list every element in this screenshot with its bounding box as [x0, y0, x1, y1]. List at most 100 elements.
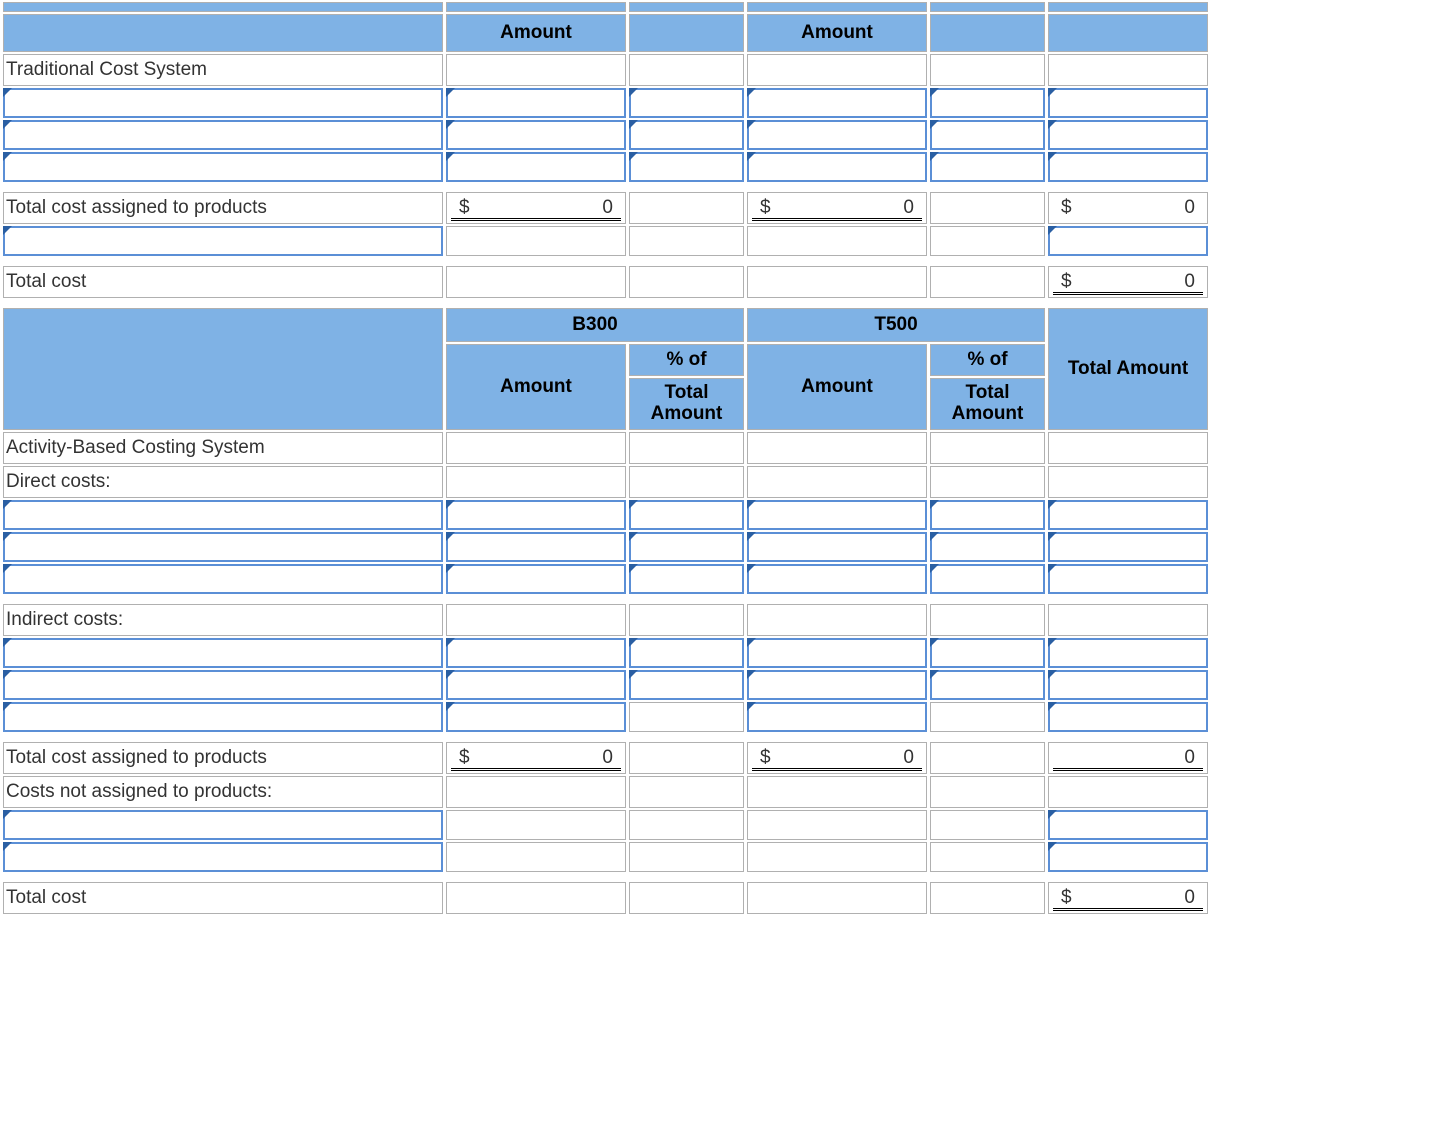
cell-empty: [446, 54, 626, 86]
input-amount-t[interactable]: [747, 670, 927, 700]
input-label[interactable]: [3, 638, 443, 668]
input-label[interactable]: [3, 152, 443, 182]
cell-empty: [930, 226, 1045, 256]
currency-symbol: $: [1061, 271, 1072, 293]
input-pct-t[interactable]: [930, 564, 1045, 594]
cell-total-assigned-total: 0: [1048, 742, 1208, 774]
input-amount-t[interactable]: [747, 152, 927, 182]
header-pctof-t: % of: [930, 344, 1045, 376]
input-amount-b[interactable]: [446, 702, 626, 732]
input-total[interactable]: [1048, 564, 1208, 594]
input-pct-t[interactable]: [930, 88, 1045, 118]
input-label[interactable]: [3, 532, 443, 562]
input-label[interactable]: [3, 88, 443, 118]
input-pct-t[interactable]: [930, 532, 1045, 562]
row-trad-total-cost: Total cost $0: [3, 266, 1208, 298]
input-label[interactable]: [3, 564, 443, 594]
label-total-assigned: Total cost assigned to products: [3, 192, 443, 224]
row-indirect-input-1: [3, 638, 1208, 668]
cell-empty: [747, 266, 927, 298]
input-label[interactable]: [3, 500, 443, 530]
row-trad-spacer-input: [3, 226, 1208, 256]
input-pct-t[interactable]: [930, 670, 1045, 700]
row-not-assigned-label: Costs not assigned to products:: [3, 776, 1208, 808]
input-label[interactable]: [3, 702, 443, 732]
input-pct-t[interactable]: [930, 152, 1045, 182]
input-total[interactable]: [1048, 702, 1208, 732]
header-blank: [3, 308, 443, 430]
header-blank: [446, 2, 626, 12]
cell-empty: [930, 54, 1045, 86]
input-label[interactable]: [3, 842, 443, 872]
cell-empty: [446, 226, 626, 256]
input-pct-b[interactable]: [629, 152, 744, 182]
input-total[interactable]: [1048, 88, 1208, 118]
input-amount-b[interactable]: [446, 670, 626, 700]
input-pct-t[interactable]: [930, 500, 1045, 530]
cell-total-assigned-b: $0: [446, 192, 626, 224]
input-amount-t[interactable]: [747, 500, 927, 530]
input-pct-t[interactable]: [930, 638, 1045, 668]
cell-empty: [629, 842, 744, 872]
input-label[interactable]: [3, 670, 443, 700]
input-amount-t[interactable]: [747, 120, 927, 150]
input-amount-t[interactable]: [747, 638, 927, 668]
input-total[interactable]: [1048, 152, 1208, 182]
input-pct-t[interactable]: [930, 120, 1045, 150]
label-not-assigned: Costs not assigned to products:: [3, 776, 443, 808]
value: 0: [1184, 887, 1195, 909]
header-total-blank: [1048, 14, 1208, 52]
cell-empty: [930, 192, 1045, 224]
label-total-cost: Total cost: [3, 266, 443, 298]
input-amount-b[interactable]: [446, 638, 626, 668]
input-pct-b[interactable]: [629, 88, 744, 118]
label-direct: Direct costs:: [3, 466, 443, 498]
input-pct-b[interactable]: [629, 532, 744, 562]
input-amount-t[interactable]: [747, 88, 927, 118]
row-trad-input-2: [3, 120, 1208, 150]
input-total[interactable]: [1048, 670, 1208, 700]
input-amount-b[interactable]: [446, 120, 626, 150]
currency-symbol: $: [760, 197, 771, 219]
input-label[interactable]: [3, 226, 443, 256]
cell-empty: [930, 776, 1045, 808]
input-pct-b[interactable]: [629, 120, 744, 150]
input-total[interactable]: [1048, 842, 1208, 872]
input-pct-b[interactable]: [629, 500, 744, 530]
input-amount-t[interactable]: [747, 702, 927, 732]
cell-empty: [629, 882, 744, 914]
input-pct-b[interactable]: [629, 564, 744, 594]
header-amount-b: Amount: [446, 14, 626, 52]
header-blank: [3, 2, 443, 12]
cell-empty: [930, 466, 1045, 498]
cell-total-assigned-total: $0: [1048, 192, 1208, 224]
label-traditional: Traditional Cost System: [3, 54, 443, 86]
header-total-amount-sub-t: TotalAmount: [930, 378, 1045, 430]
header-total-amount: Total Amount: [1048, 308, 1208, 430]
row-abc-title: Activity-Based Costing System: [3, 432, 1208, 464]
cell-empty: [930, 702, 1045, 732]
input-amount-t[interactable]: [747, 532, 927, 562]
value: 0: [1184, 197, 1195, 219]
input-amount-b[interactable]: [446, 88, 626, 118]
input-label[interactable]: [3, 120, 443, 150]
input-total[interactable]: [1048, 120, 1208, 150]
input-amount-b[interactable]: [446, 532, 626, 562]
input-total[interactable]: [1048, 810, 1208, 840]
input-amount-b[interactable]: [446, 152, 626, 182]
input-total[interactable]: [1048, 226, 1208, 256]
cell-empty: [629, 266, 744, 298]
input-total[interactable]: [1048, 532, 1208, 562]
input-label[interactable]: [3, 810, 443, 840]
row-direct-input-1: [3, 500, 1208, 530]
row-direct-label: Direct costs:: [3, 466, 1208, 498]
input-amount-b[interactable]: [446, 564, 626, 594]
input-pct-b[interactable]: [629, 670, 744, 700]
input-pct-b[interactable]: [629, 638, 744, 668]
label-total-assigned: Total cost assigned to products: [3, 742, 443, 774]
input-amount-b[interactable]: [446, 500, 626, 530]
input-total[interactable]: [1048, 638, 1208, 668]
row-trad-input-1: [3, 88, 1208, 118]
input-total[interactable]: [1048, 500, 1208, 530]
input-amount-t[interactable]: [747, 564, 927, 594]
